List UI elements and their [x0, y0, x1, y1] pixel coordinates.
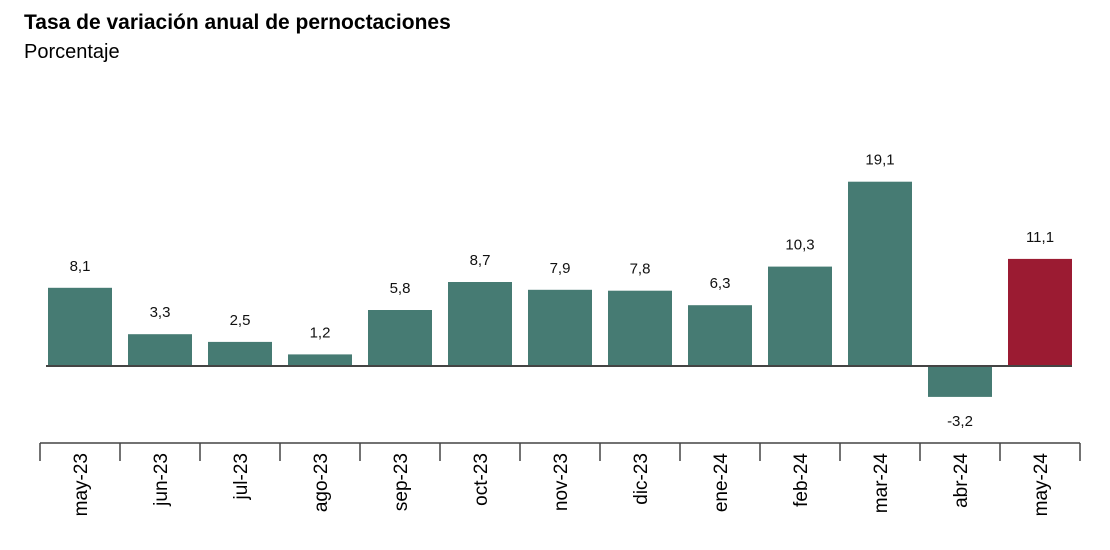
tick-label-may-23: may-23	[71, 453, 92, 516]
value-label-nov-23: 7,9	[550, 260, 571, 277]
tick-label-may-24: may-24	[1031, 453, 1052, 517]
bar-ago-23	[288, 354, 352, 366]
bar-sep-23	[368, 310, 432, 366]
bar-oct-23	[448, 282, 512, 366]
tick-label-feb-24: feb-24	[791, 453, 812, 507]
tick-label-ene-24: ene-24	[711, 453, 732, 513]
value-label-may-24: 11,1	[1026, 229, 1054, 246]
value-label-sep-23: 5,8	[390, 280, 411, 297]
tick-label-oct-23: oct-23	[471, 453, 492, 506]
bar-may-24	[1008, 258, 1072, 366]
value-label-feb-24: 10,3	[785, 237, 814, 254]
value-label-mar-24: 19,1	[865, 152, 894, 169]
value-label-may-23: 8,1	[70, 258, 91, 275]
tick-label-abr-24: abr-24	[951, 453, 972, 508]
bar-feb-24	[768, 266, 832, 366]
value-label-oct-23: 8,7	[470, 252, 491, 269]
tick-label-dic-23: dic-23	[631, 453, 652, 505]
bar-dic-23	[608, 290, 672, 366]
value-label-jun-23: 3,3	[150, 304, 171, 321]
chart-title: Tasa de variación anual de pernoctacione…	[24, 11, 451, 34]
value-label-ago-23: 1,2	[310, 324, 331, 341]
value-label-ene-24: 6,3	[710, 275, 731, 292]
tick-label-ago-23: ago-23	[311, 453, 332, 512]
chart-subtitle: Porcentaje	[24, 41, 120, 63]
bar-mar-24	[848, 181, 912, 366]
bar-ene-24	[688, 305, 752, 366]
value-label-jul-23: 2,5	[230, 312, 251, 329]
bar-abr-24	[928, 366, 992, 397]
tick-label-nov-23: nov-23	[551, 453, 572, 511]
bar-jun-23	[128, 334, 192, 366]
value-label-dic-23: 7,8	[630, 261, 651, 278]
bar-nov-23	[528, 289, 592, 366]
bar-may-23	[48, 287, 112, 366]
tick-label-jun-23: jun-23	[151, 453, 172, 507]
tick-label-mar-24: mar-24	[871, 453, 892, 514]
bar-jul-23	[208, 341, 272, 366]
value-label-abr-24: -3,2	[947, 413, 973, 430]
tick-label-jul-23: jul-23	[231, 453, 252, 500]
tick-label-sep-23: sep-23	[391, 453, 412, 511]
